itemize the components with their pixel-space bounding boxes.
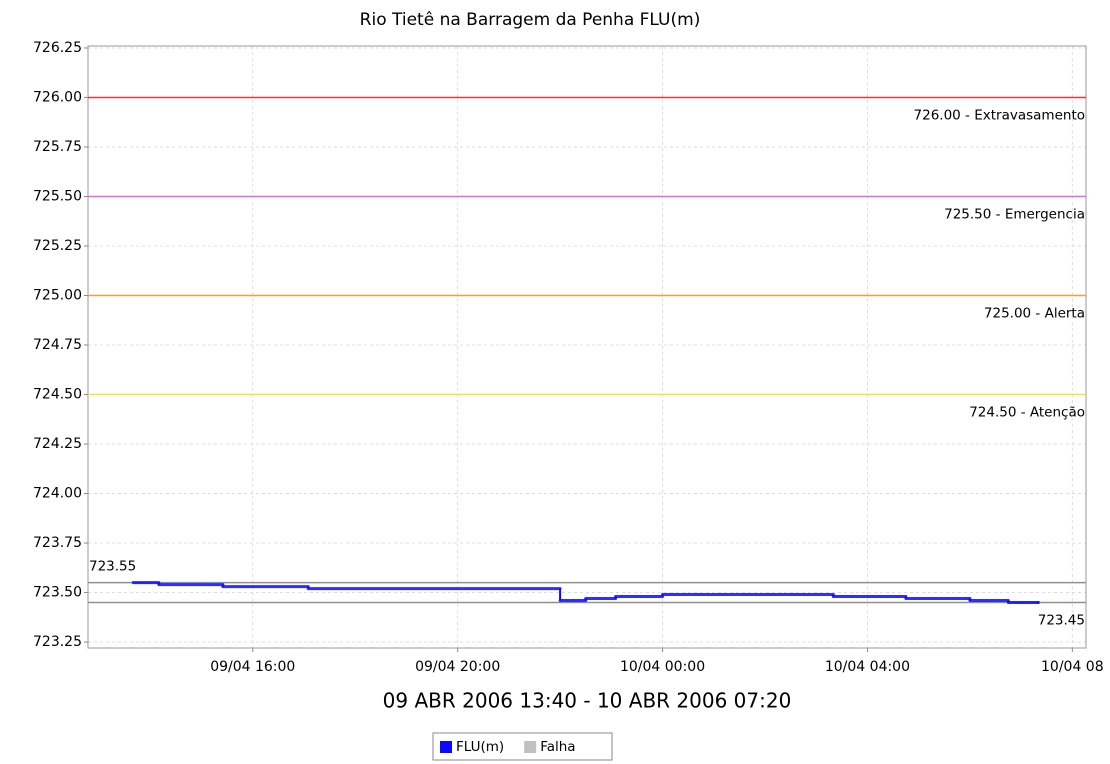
- y-tick-label: 724.25: [33, 436, 82, 452]
- y-tick-label: 726.00: [33, 89, 82, 105]
- y-tick-label: 725.75: [33, 139, 82, 155]
- y-tick-label: 723.25: [33, 634, 82, 650]
- x-tick-label: 10/04 04:00: [825, 659, 910, 675]
- x-tick-label: 10/04 08: [1041, 659, 1104, 675]
- y-tick-label: 724.00: [33, 486, 82, 502]
- y-tick-label: 723.75: [33, 535, 82, 551]
- x-tick-label: 09/04 20:00: [415, 659, 500, 675]
- legend-box: [432, 732, 613, 761]
- marker-label: 725.00 - Alerta: [984, 306, 1085, 322]
- marker-label: 725.50 - Emergencia: [944, 207, 1085, 223]
- x-tick-label: 09/04 16:00: [210, 659, 295, 675]
- legend-swatch: [440, 741, 452, 753]
- x-axis-label: 09 ABR 2006 13:40 - 10 ABR 2006 07:20: [383, 689, 792, 713]
- y-tick-label: 726.25: [33, 40, 82, 56]
- legend-label: Falha: [540, 739, 575, 755]
- marker-label: 724.50 - Atenção: [969, 405, 1085, 421]
- marker-label: 723.45: [1038, 612, 1085, 628]
- legend-label: FLU(m): [456, 739, 504, 755]
- chart-title: Rio Tietê na Barragem da Penha FLU(m): [360, 10, 701, 30]
- y-tick-label: 723.50: [33, 585, 82, 601]
- marker-label: 723.55: [89, 559, 136, 575]
- y-tick-label: 724.50: [33, 387, 82, 403]
- y-tick-label: 724.75: [33, 337, 82, 353]
- plot-border: [87, 45, 1087, 649]
- legend-swatch: [524, 741, 537, 753]
- x-tick-label: 10/04 00:00: [620, 659, 705, 675]
- y-tick-label: 725.50: [33, 189, 82, 205]
- marker-label: 726.00 - Extravasamento: [914, 107, 1085, 123]
- y-tick-label: 725.00: [33, 288, 82, 304]
- y-tick-label: 725.25: [33, 238, 82, 254]
